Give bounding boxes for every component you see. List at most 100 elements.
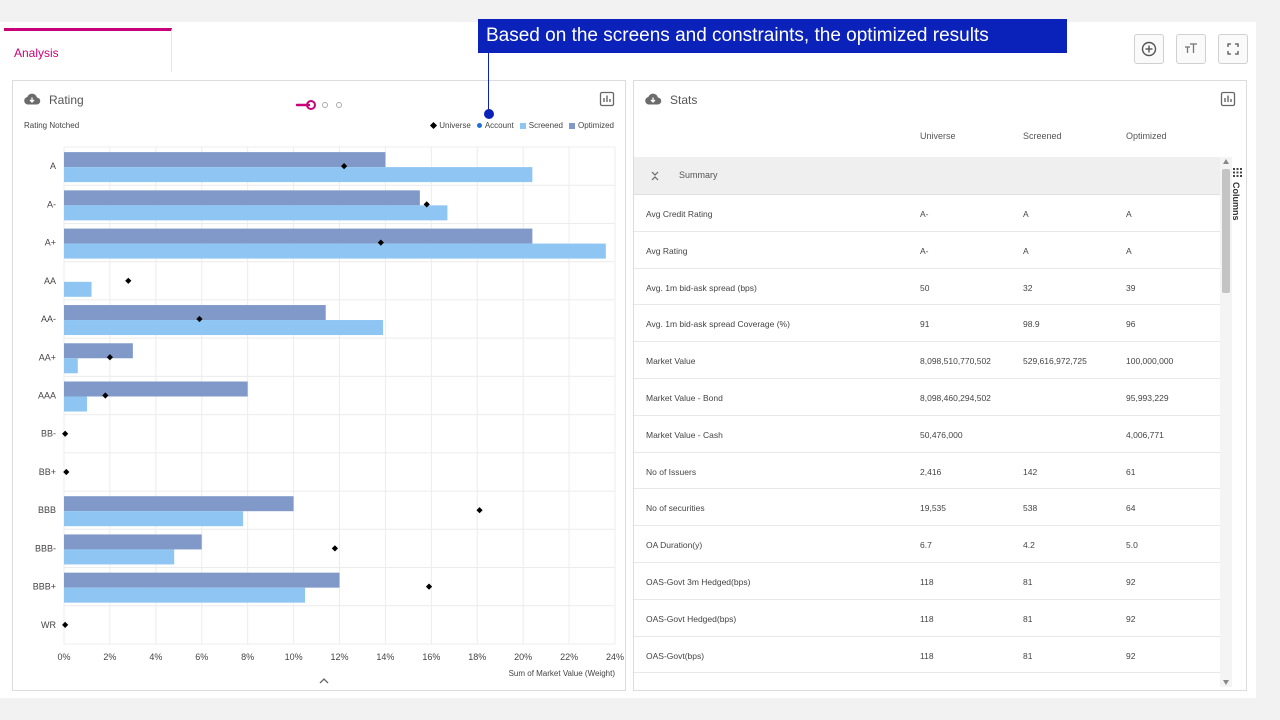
cell-optimized: A (1126, 245, 1132, 256)
y-tick-label: AA- (41, 314, 56, 324)
table-row[interactable]: OAS-Govt Hedged(bps) 118 81 92 (634, 600, 1220, 637)
row-label: Market Value - Bond (646, 393, 723, 403)
y-tick-label: BB+ (39, 467, 56, 477)
y-tick-label: AA+ (39, 352, 56, 362)
x-tick-label: 8% (241, 652, 254, 662)
row-label: Market Value (646, 356, 696, 367)
bar-optimized (64, 534, 202, 550)
summary-group-row[interactable]: Summary (634, 157, 1220, 195)
cell-optimized: 96 (1126, 319, 1136, 330)
col-header-optimized[interactable]: Optimized (1126, 131, 1167, 141)
y-tick-label: BB- (41, 429, 56, 439)
x-tick-label: 22% (560, 652, 578, 662)
cell-optimized: 92 (1126, 577, 1136, 587)
callout-pointer-line (488, 53, 489, 111)
tab-analysis[interactable]: Analysis (4, 28, 172, 72)
y-tick-label: AA (44, 276, 56, 286)
row-label: Avg Rating (646, 245, 688, 256)
col-header-screened[interactable]: Screened (1023, 131, 1062, 141)
cell-universe: 8,098,460,294,502 (920, 393, 991, 403)
cell-screened: 81 (1023, 577, 1033, 587)
bar-optimized (64, 343, 133, 359)
bar-optimized (64, 305, 326, 321)
columns-side-tab[interactable]: Columns (1229, 168, 1249, 228)
table-row[interactable]: Market Value - Bond 8,098,460,294,502 95,9… (634, 379, 1220, 416)
cell-universe: 118 (920, 577, 934, 587)
table-row[interactable]: Market Value - Cash 50,476,000 4,006,771 (634, 416, 1220, 453)
row-label: No of Issuers (646, 466, 697, 477)
chevron-up-icon[interactable] (318, 677, 330, 685)
cell-screened: A (1023, 209, 1029, 219)
row-label: Avg. 1m bid-ask spread Coverage (%) (646, 319, 790, 330)
collapse-icon[interactable] (650, 170, 660, 182)
scrollbar[interactable] (1220, 157, 1232, 687)
row-label: OAS-Govt Hedged(bps) (646, 613, 737, 624)
tab-analysis-label: Analysis (14, 46, 59, 60)
table-row[interactable]: Avg. 1m bid-ask spread (bps) 50 32 39 (634, 269, 1220, 306)
cell-screened: 529,616,972,725 (1023, 356, 1087, 367)
fullscreen-button[interactable] (1218, 34, 1248, 64)
table-row[interactable]: OAS-Govt 3m Hedged(bps) 118 81 92 (634, 563, 1220, 600)
table-row[interactable]: Avg. 1m bid-ask spread Coverage (%) 91 98.… (634, 305, 1220, 343)
row-label: No of securities (646, 503, 705, 514)
x-tick-label: 10% (285, 652, 303, 662)
table-row[interactable]: Market Value 8,098,510,770,502 529,616,972… (634, 342, 1220, 379)
row-label: Market Value - Cash (646, 429, 723, 440)
cell-optimized: 4,006,771 (1126, 429, 1164, 440)
x-tick-label: 0% (57, 652, 70, 662)
cell-screened: 81 (1023, 650, 1033, 661)
bar-optimized (64, 152, 386, 168)
legend-account: Account (476, 121, 514, 130)
cell-optimized: 5.0 (1126, 540, 1138, 551)
universe-marker (331, 545, 339, 552)
cell-universe: 8,098,510,770,502 (920, 356, 991, 367)
cloud-download-icon[interactable] (23, 92, 41, 106)
table-row[interactable]: No of securities 19,535 538 64 (634, 489, 1220, 527)
scroll-thumb[interactable] (1222, 169, 1230, 293)
bar-screened (64, 281, 92, 297)
table-row[interactable]: OA Duration(y) 6.7 4.2 5.0 (634, 526, 1220, 563)
universe-marker (62, 621, 69, 628)
y-tick-label: WR (41, 620, 56, 630)
x-tick-label: 6% (195, 652, 208, 662)
cell-optimized: 61 (1126, 466, 1136, 477)
bar-optimized (64, 228, 533, 244)
x-tick-label: 24% (606, 652, 624, 662)
col-header-universe[interactable]: Universe (920, 131, 956, 141)
cell-screened: 538 (1023, 503, 1038, 514)
rating-chart: 0% 2% 4% 6% 8% 10% 12% 14% 16% 18% 20% 22% 24%AA-A+A… (33, 146, 624, 678)
bar-optimized (64, 381, 248, 397)
cell-screened: 4.2 (1023, 540, 1035, 551)
cell-screened: 98.9 (1023, 319, 1040, 330)
cell-optimized: 92 (1126, 613, 1136, 624)
x-tick-label: 18% (468, 652, 486, 662)
y-tick-label: A+ (45, 238, 56, 248)
callout-banner: Based on the screens and constraints, th… (478, 19, 1067, 53)
summary-label: Summary (679, 170, 718, 180)
pager-dots[interactable] (295, 99, 347, 111)
cloud-download-icon[interactable] (644, 92, 662, 106)
legend-screened: Screened (519, 121, 563, 130)
table-row[interactable]: Avg Credit Rating A- A A (634, 195, 1220, 232)
y-tick-label: BBB (38, 505, 56, 515)
x-tick-label: 4% (149, 652, 162, 662)
scroll-up-icon[interactable] (1223, 159, 1229, 164)
add-button[interactable] (1134, 34, 1164, 64)
chart-view-icon[interactable] (599, 91, 615, 107)
cell-universe: 50 (920, 282, 930, 293)
y-tick-label: AAA (38, 391, 56, 401)
screened-swatch (519, 122, 526, 129)
cell-universe: A- (920, 209, 929, 219)
x-tick-label: 20% (514, 652, 532, 662)
chart-view-icon[interactable] (1220, 91, 1236, 107)
table-row[interactable]: No of Issuers 2,416 142 61 (634, 453, 1220, 490)
bar-screened (64, 396, 87, 412)
text-size-button[interactable] (1176, 34, 1206, 64)
x-tick-label: 12% (330, 652, 348, 662)
row-label: Avg Credit Rating (646, 209, 713, 219)
table-row[interactable]: Avg Rating A- A A (634, 232, 1220, 269)
bar-screened (64, 511, 244, 527)
scroll-down-icon[interactable] (1223, 680, 1229, 685)
cell-optimized: A (1126, 209, 1132, 219)
table-row[interactable]: OAS-Govt(bps) 118 81 92 (634, 637, 1220, 674)
